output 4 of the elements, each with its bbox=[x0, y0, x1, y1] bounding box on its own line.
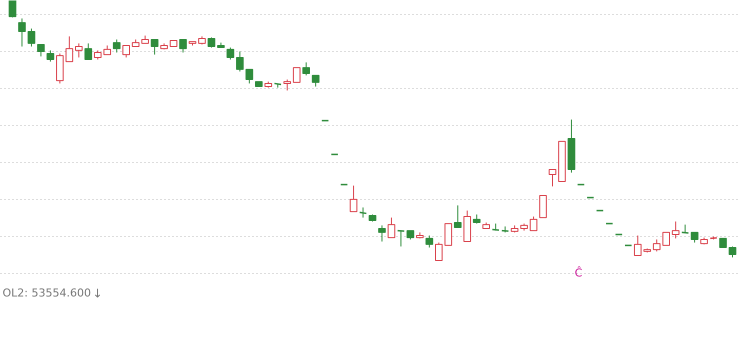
candlestick bbox=[358, 206, 368, 218]
text: OL2: 53554.600 bbox=[2, 286, 91, 300]
text: Ĉ bbox=[574, 266, 583, 280]
text: ↓ bbox=[92, 286, 103, 300]
